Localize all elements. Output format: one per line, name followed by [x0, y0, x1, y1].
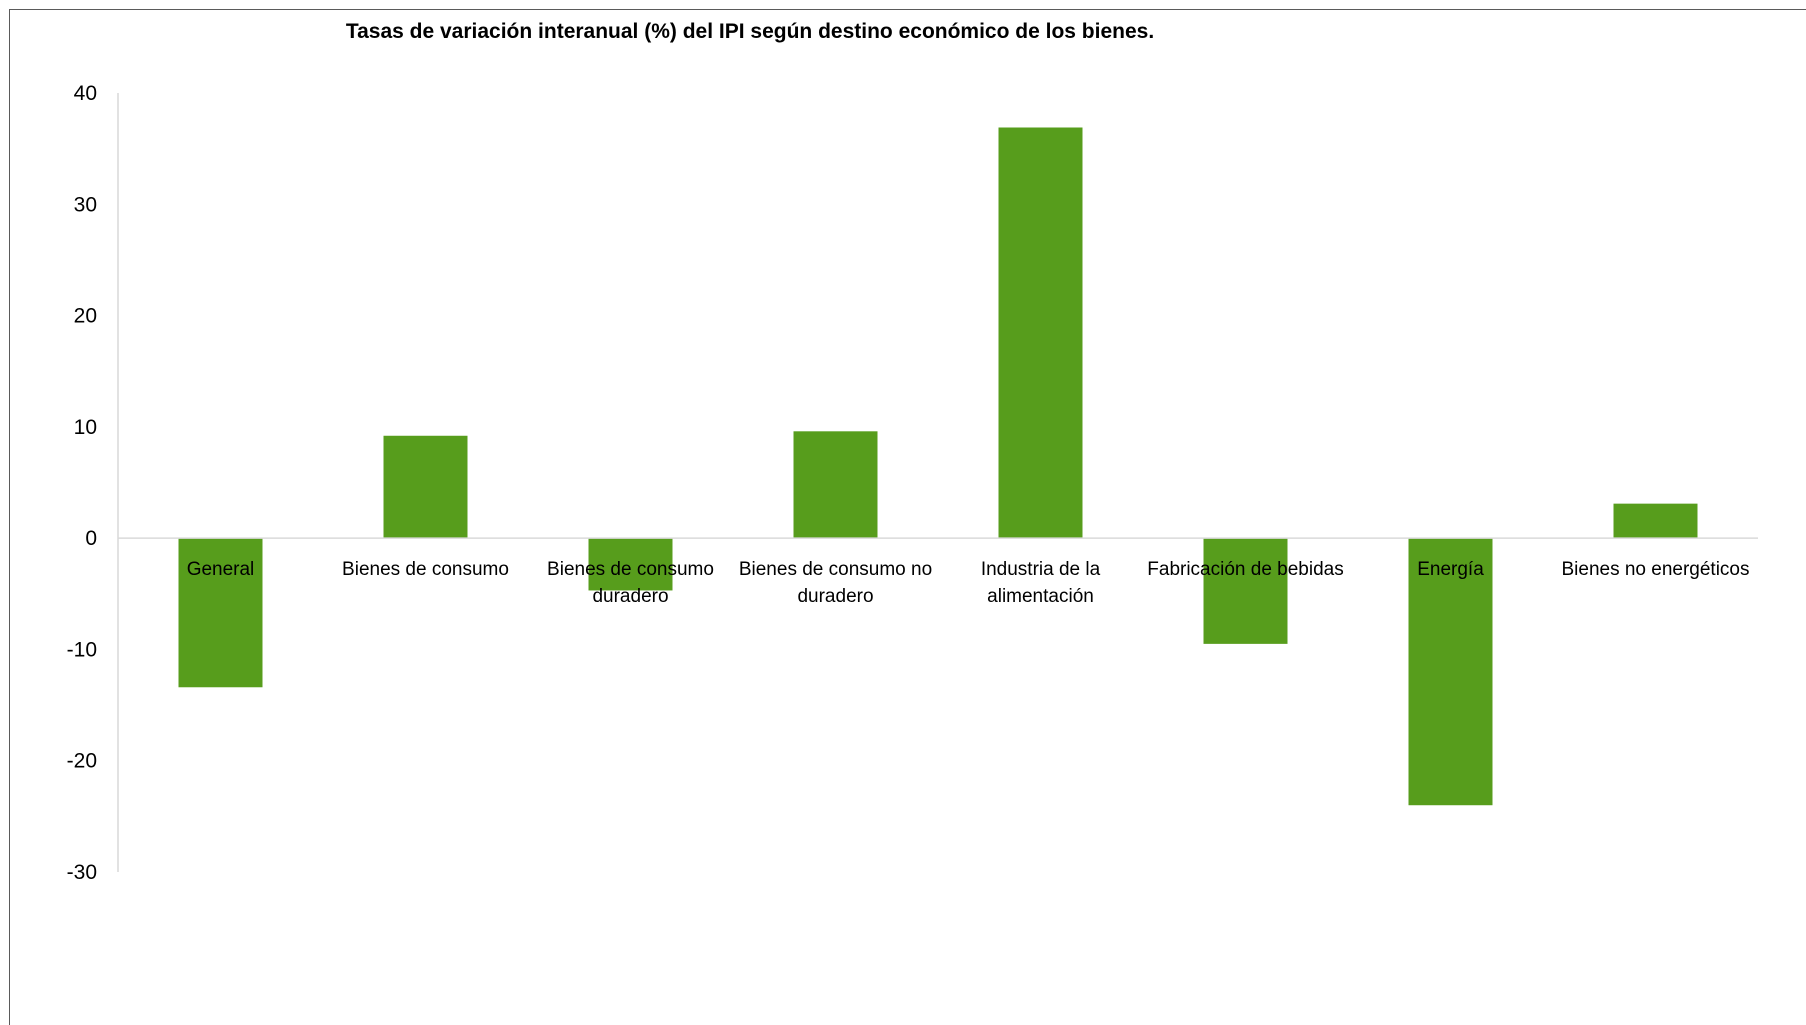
bar[interactable]	[383, 435, 468, 539]
x-tick-label: General	[187, 559, 255, 580]
y-tick-label: 10	[74, 416, 97, 439]
y-tick-label: -30	[67, 861, 97, 884]
x-tick-label: Bienes de consumo no duradero	[739, 559, 932, 607]
x-tick-label-line: Energía	[1417, 559, 1484, 580]
x-tick-label-line: Bienes no energéticos	[1561, 559, 1749, 580]
bar[interactable]	[1613, 503, 1698, 539]
bar[interactable]	[998, 127, 1083, 539]
x-tick-label-line: Bienes de consumo	[547, 559, 714, 580]
bar[interactable]	[793, 431, 878, 539]
y-axis: 40 30 20 10 0 -10 -20 -30	[67, 82, 119, 884]
x-tick-label: Bienes de consumo	[342, 559, 509, 580]
x-tick-label: Energía	[1417, 559, 1484, 580]
chart-title: Tasas de variación interanual (%) del IP…	[345, 20, 1155, 43]
y-tick-label: -10	[67, 638, 97, 661]
x-tick-label-line: duradero	[797, 586, 873, 607]
x-tick-label-line: duradero	[592, 586, 668, 607]
bar[interactable]	[588, 538, 673, 591]
y-tick-label: 20	[74, 305, 97, 328]
x-tick-label-line: Bienes de consumo	[342, 559, 509, 580]
y-tick-label: 30	[74, 193, 97, 216]
x-tick-label-line: alimentación	[987, 586, 1094, 607]
x-tick-label: Bienes de consumo duradero	[547, 559, 714, 607]
x-tick-label-line: General	[187, 559, 255, 580]
bar[interactable]	[1408, 538, 1493, 806]
bars	[178, 127, 1698, 806]
x-tick-label-line: Industria de la	[981, 559, 1101, 580]
bar[interactable]	[1203, 538, 1288, 644]
x-tick-label-line: Fabricación de bebidas	[1147, 559, 1343, 580]
y-tick-label: 40	[74, 82, 97, 105]
chart-frame	[9, 9, 1806, 1025]
x-tick-label: Fabricación de bebidas	[1147, 559, 1343, 580]
x-tick-label: Industria de la alimentación	[981, 559, 1101, 607]
bar[interactable]	[178, 538, 263, 688]
x-tick-label: Bienes no energéticos	[1561, 559, 1749, 580]
x-tick-label-line: Bienes de consumo no	[739, 559, 932, 580]
y-tick-label: 0	[85, 527, 97, 550]
y-tick-label: -20	[67, 750, 97, 773]
category-labels: General Bienes de consumo Bienes de consum…	[187, 559, 1750, 607]
